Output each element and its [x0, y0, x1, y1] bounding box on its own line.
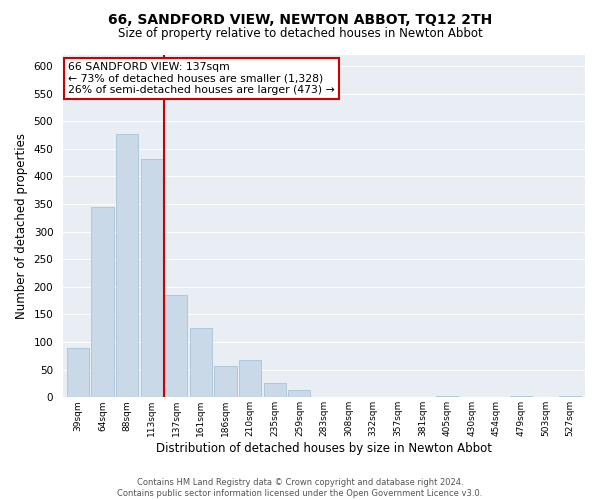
Y-axis label: Number of detached properties: Number of detached properties: [15, 133, 28, 319]
Text: 66 SANDFORD VIEW: 137sqm
← 73% of detached houses are smaller (1,328)
26% of sem: 66 SANDFORD VIEW: 137sqm ← 73% of detach…: [68, 62, 335, 95]
Text: Size of property relative to detached houses in Newton Abbot: Size of property relative to detached ho…: [118, 28, 482, 40]
Text: Contains HM Land Registry data © Crown copyright and database right 2024.
Contai: Contains HM Land Registry data © Crown c…: [118, 478, 482, 498]
Bar: [140, 159, 163, 398]
Bar: [289, 390, 310, 398]
Bar: [263, 384, 286, 398]
Bar: [165, 295, 187, 398]
Bar: [436, 396, 458, 398]
Text: 66, SANDFORD VIEW, NEWTON ABBOT, TQ12 2TH: 66, SANDFORD VIEW, NEWTON ABBOT, TQ12 2T…: [108, 12, 492, 26]
Bar: [214, 366, 236, 398]
Bar: [559, 396, 581, 398]
Bar: [116, 134, 138, 398]
Bar: [67, 348, 89, 398]
Bar: [91, 207, 113, 398]
Bar: [510, 396, 532, 398]
Bar: [239, 360, 261, 398]
X-axis label: Distribution of detached houses by size in Newton Abbot: Distribution of detached houses by size …: [156, 442, 492, 455]
Bar: [190, 328, 212, 398]
